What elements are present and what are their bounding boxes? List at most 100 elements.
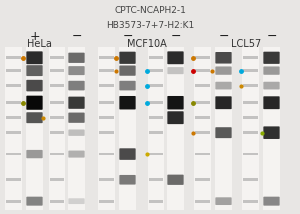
Bar (6, 84, 21, 87)
Bar (148, 84, 164, 87)
Bar (99, 101, 114, 104)
FancyBboxPatch shape (119, 52, 136, 64)
Bar (50, 84, 64, 87)
FancyBboxPatch shape (26, 150, 43, 158)
FancyBboxPatch shape (68, 81, 85, 90)
FancyBboxPatch shape (215, 127, 232, 138)
FancyBboxPatch shape (68, 198, 85, 204)
Bar (243, 178, 258, 181)
Bar (243, 56, 258, 59)
FancyBboxPatch shape (26, 112, 43, 123)
Text: −: − (122, 30, 133, 43)
Bar (195, 84, 210, 87)
Bar (195, 131, 210, 134)
Text: HeLa: HeLa (27, 39, 51, 49)
Bar (167, 47, 184, 210)
FancyBboxPatch shape (167, 111, 184, 124)
Bar (6, 69, 21, 72)
Bar (50, 178, 64, 181)
Bar (243, 131, 258, 134)
FancyBboxPatch shape (167, 96, 184, 109)
Bar (6, 178, 21, 181)
FancyBboxPatch shape (263, 126, 280, 139)
Bar (243, 84, 258, 87)
FancyBboxPatch shape (215, 52, 232, 64)
FancyBboxPatch shape (68, 97, 85, 109)
FancyBboxPatch shape (68, 129, 85, 136)
Bar (49, 47, 65, 210)
FancyBboxPatch shape (26, 96, 43, 110)
FancyBboxPatch shape (263, 52, 280, 64)
Bar (50, 69, 64, 72)
FancyBboxPatch shape (26, 51, 43, 64)
Bar (148, 47, 164, 210)
Bar (194, 47, 211, 210)
FancyBboxPatch shape (26, 197, 43, 206)
FancyBboxPatch shape (26, 65, 43, 76)
FancyBboxPatch shape (119, 96, 136, 109)
Bar (148, 56, 164, 59)
Bar (26, 47, 43, 210)
Text: +: + (29, 30, 40, 43)
Bar (99, 200, 114, 202)
Bar (99, 131, 114, 134)
FancyBboxPatch shape (68, 113, 85, 123)
Bar (195, 178, 210, 181)
Bar (263, 47, 280, 210)
Bar (99, 153, 114, 155)
FancyBboxPatch shape (215, 66, 232, 75)
FancyBboxPatch shape (167, 175, 184, 185)
Text: −: − (218, 30, 229, 43)
FancyBboxPatch shape (263, 66, 280, 75)
Bar (243, 101, 258, 104)
Text: −: − (170, 30, 181, 43)
Bar (6, 101, 21, 104)
Bar (148, 131, 164, 134)
Text: MCF10A: MCF10A (127, 39, 167, 49)
Bar (50, 131, 64, 134)
Text: CPTC-NCAPH2-1: CPTC-NCAPH2-1 (114, 6, 186, 15)
Bar (6, 153, 21, 155)
FancyBboxPatch shape (119, 65, 136, 76)
Text: −: − (71, 30, 82, 43)
FancyBboxPatch shape (215, 197, 232, 205)
Text: LCL57: LCL57 (231, 39, 261, 49)
Bar (195, 200, 210, 202)
Bar (148, 200, 164, 202)
Bar (148, 69, 164, 72)
FancyBboxPatch shape (68, 151, 85, 158)
Bar (195, 153, 210, 155)
Bar (195, 116, 210, 119)
FancyBboxPatch shape (263, 82, 280, 89)
Bar (50, 116, 64, 119)
FancyBboxPatch shape (215, 82, 232, 89)
Bar (242, 47, 259, 210)
Bar (195, 69, 210, 72)
Text: −: − (266, 30, 277, 43)
Bar (68, 47, 85, 210)
FancyBboxPatch shape (263, 197, 280, 206)
Bar (195, 101, 210, 104)
Bar (148, 153, 164, 155)
Bar (50, 200, 64, 202)
FancyBboxPatch shape (167, 67, 184, 74)
FancyBboxPatch shape (215, 96, 232, 109)
Bar (50, 153, 64, 155)
Bar (119, 47, 136, 210)
Bar (98, 47, 115, 210)
Bar (6, 116, 21, 119)
Bar (99, 69, 114, 72)
Bar (148, 178, 164, 181)
Bar (148, 116, 164, 119)
Bar (243, 153, 258, 155)
FancyBboxPatch shape (26, 80, 43, 91)
FancyBboxPatch shape (119, 81, 136, 90)
Bar (6, 131, 21, 134)
FancyBboxPatch shape (119, 148, 136, 160)
Bar (5, 47, 22, 210)
Bar (50, 56, 64, 59)
Bar (148, 101, 164, 104)
Bar (215, 47, 232, 210)
Bar (243, 69, 258, 72)
Bar (6, 200, 21, 202)
